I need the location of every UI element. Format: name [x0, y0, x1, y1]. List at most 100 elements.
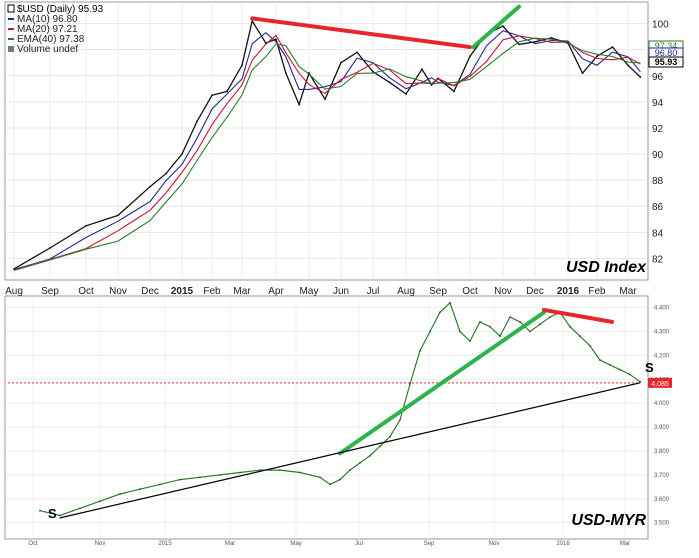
myr-x-tick-label: 2015 — [158, 541, 172, 547]
trendlines-group: SS — [48, 4, 654, 521]
myr-y-axis: 3.5003.6003.7003.8003.9004.0004.1004.200… — [654, 306, 670, 527]
myr-price-point — [389, 435, 391, 438]
myr-price-point — [459, 330, 461, 333]
usd-x-tick-label: Oct — [78, 286, 94, 297]
usd-price-point — [388, 81, 391, 84]
myr-x-tick-label: Nov — [489, 541, 500, 547]
legend-volume-icon — [8, 46, 14, 52]
myr-price-point — [499, 335, 501, 338]
myr-price-point — [429, 330, 431, 333]
myr-price-point — [549, 316, 551, 318]
myr-price-point — [469, 340, 471, 342]
myr-price-point — [379, 445, 381, 448]
usd-myr-label: USD-MYR — [571, 512, 646, 529]
usd-index-label: USD Index — [566, 259, 647, 276]
usd-price-point — [405, 93, 407, 95]
support-mark-2: S — [645, 360, 654, 375]
myr-trendline-2 — [542, 307, 614, 324]
myr-series-group — [8, 301, 641, 517]
usd-price-point — [196, 120, 198, 123]
usd-price-point — [567, 42, 569, 44]
myr-price-point — [139, 488, 141, 491]
usd-y-tick-label: 84 — [652, 228, 664, 239]
legend-candle-icon — [7, 4, 15, 13]
myr-price-point — [259, 469, 261, 471]
usd-price-point — [251, 20, 254, 22]
usd-price-point — [453, 90, 455, 93]
myr-x-tick-label: Nov — [95, 541, 106, 547]
myr-trendline-1 — [338, 310, 546, 456]
myr-price-point — [539, 323, 541, 326]
usd-x-tick-label: Feb — [588, 286, 606, 297]
myr-price-point — [119, 493, 121, 495]
myr-current-value-box — [648, 377, 672, 388]
usd-price-point — [340, 61, 342, 64]
myr-price-point — [359, 462, 361, 464]
usd-price-point — [308, 72, 310, 75]
usd-price-point — [372, 70, 374, 73]
usd-x-axis: Aug Sep Oct Nov Dec 2015 Feb Mar Apr May Jun Jul Aug… — [5, 286, 637, 297]
usd-price-point — [430, 84, 433, 86]
myr-y-tick-label: 3.500 — [654, 521, 670, 527]
usd-y-tick-label: 86 — [652, 202, 664, 213]
myr-y-tick-label: 3.900 — [654, 425, 670, 431]
usd-y-tick-label: 92 — [652, 124, 664, 135]
usd-ma20-line — [13, 34, 641, 271]
myr-y-tick-label: 3.600 — [654, 497, 670, 503]
myr-price-point — [319, 476, 321, 479]
usd-series-group — [13, 19, 642, 272]
usd-price-point — [181, 153, 183, 155]
usd-x-tick-label: Jul — [367, 286, 380, 297]
usd-price-point — [550, 37, 553, 39]
usd-x-tick-label: Dec — [526, 286, 544, 297]
usd-price-point — [596, 55, 598, 58]
myr-y-tick-label: 4.300 — [654, 329, 670, 335]
usd-price-point — [469, 55, 471, 58]
myr-price-point — [609, 364, 611, 366]
usd-price-point — [226, 90, 228, 93]
usd-price-tag-text: 96.80 — [655, 48, 678, 58]
myr-y-tick-label: 3.800 — [654, 449, 670, 455]
myr-y-tick-label: 4.000 — [654, 401, 670, 407]
myr-price-point — [589, 344, 591, 347]
usd-price-point — [149, 185, 151, 188]
usd-price-point — [275, 38, 277, 41]
usd-price-point — [241, 64, 243, 67]
myr-price-point — [639, 380, 641, 383]
usd-x-tick-label: Mar — [619, 286, 637, 297]
usd-trendline-2 — [471, 4, 521, 50]
myr-price-point — [519, 321, 521, 323]
myr-price-point — [179, 478, 181, 481]
usd-y-tick-label: 82 — [652, 254, 664, 265]
usd-panel-frame — [4, 1, 649, 281]
myr-price-point — [449, 301, 451, 304]
myr-price-point — [399, 419, 401, 421]
usd-price-point — [534, 40, 536, 43]
usd-price-point — [502, 25, 504, 28]
myr-x-tick-label: Oct — [28, 541, 38, 547]
myr-trendline-3 — [59, 382, 641, 519]
usd-y-tick-label: 96 — [652, 72, 664, 83]
myr-price-point — [569, 325, 571, 328]
usd-x-tick-label: 2016 — [557, 286, 580, 297]
myr-price-point — [339, 478, 341, 481]
myr-x-tick-label: 2016 — [556, 541, 570, 547]
usd-price-point — [421, 68, 423, 71]
myr-x-tick-label: May — [290, 541, 301, 547]
myr-price-point — [199, 476, 201, 479]
legend-entry-4: Volume undef — [17, 44, 78, 55]
usd-price-point — [518, 43, 520, 46]
legend-entry-1: MA(10) 96.80 — [17, 14, 78, 25]
usd-x-tick-label: 2015 — [171, 286, 194, 297]
myr-price-point — [99, 500, 101, 503]
myr-price-point — [159, 483, 161, 486]
myr-x-tick-label: Mar — [620, 541, 630, 547]
myr-price-point — [59, 514, 61, 517]
usd-trendline-1 — [250, 16, 472, 50]
usd-x-tick-label: Sep — [429, 286, 447, 297]
usd-x-tick-label: Apr — [268, 286, 284, 297]
usd-x-tick-label: May — [300, 286, 319, 297]
usd-price-point — [581, 72, 584, 75]
